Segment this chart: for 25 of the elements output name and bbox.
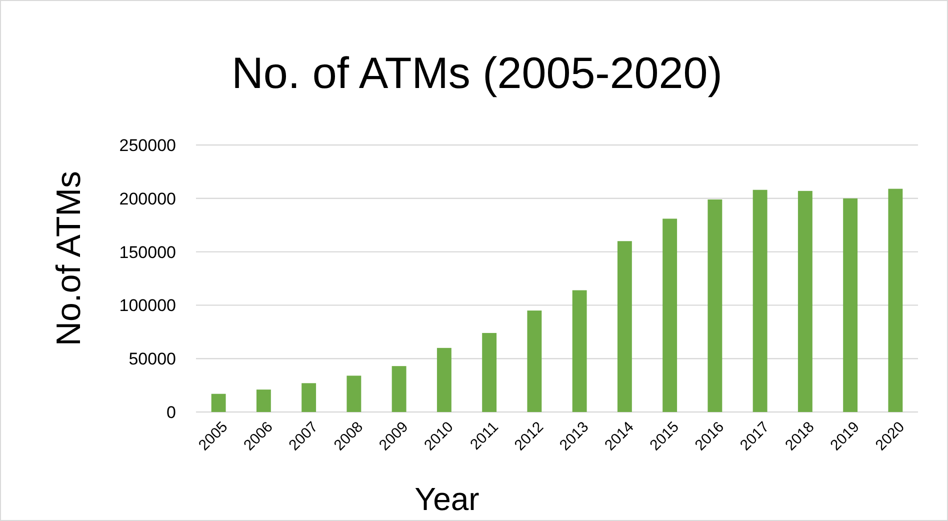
bar — [436, 348, 452, 412]
bar — [527, 310, 542, 412]
bar — [346, 376, 362, 412]
y-tick-label: 200000 — [119, 189, 176, 208]
y-tick-label: 50000 — [128, 350, 176, 369]
bar — [482, 332, 497, 412]
chart-title: No. of ATMs (2005-2020) — [232, 49, 722, 98]
bar — [617, 241, 632, 412]
bar — [888, 188, 903, 412]
bar — [211, 394, 226, 412]
bar — [752, 190, 768, 412]
bar — [572, 290, 587, 412]
y-tick-label: 150000 — [119, 242, 176, 262]
bar — [256, 390, 271, 412]
bar — [708, 199, 722, 412]
y-tick-label: 100000 — [119, 296, 176, 316]
y-tick-label: 250000 — [119, 136, 176, 155]
bar — [798, 190, 812, 412]
bar — [302, 383, 316, 412]
x-axis-title: Year — [414, 481, 480, 517]
bar — [392, 366, 406, 412]
y-tick-label: 0 — [166, 402, 176, 422]
bar — [843, 198, 858, 412]
y-axis-title: No.of ATMs — [50, 170, 88, 346]
bar — [662, 218, 678, 412]
